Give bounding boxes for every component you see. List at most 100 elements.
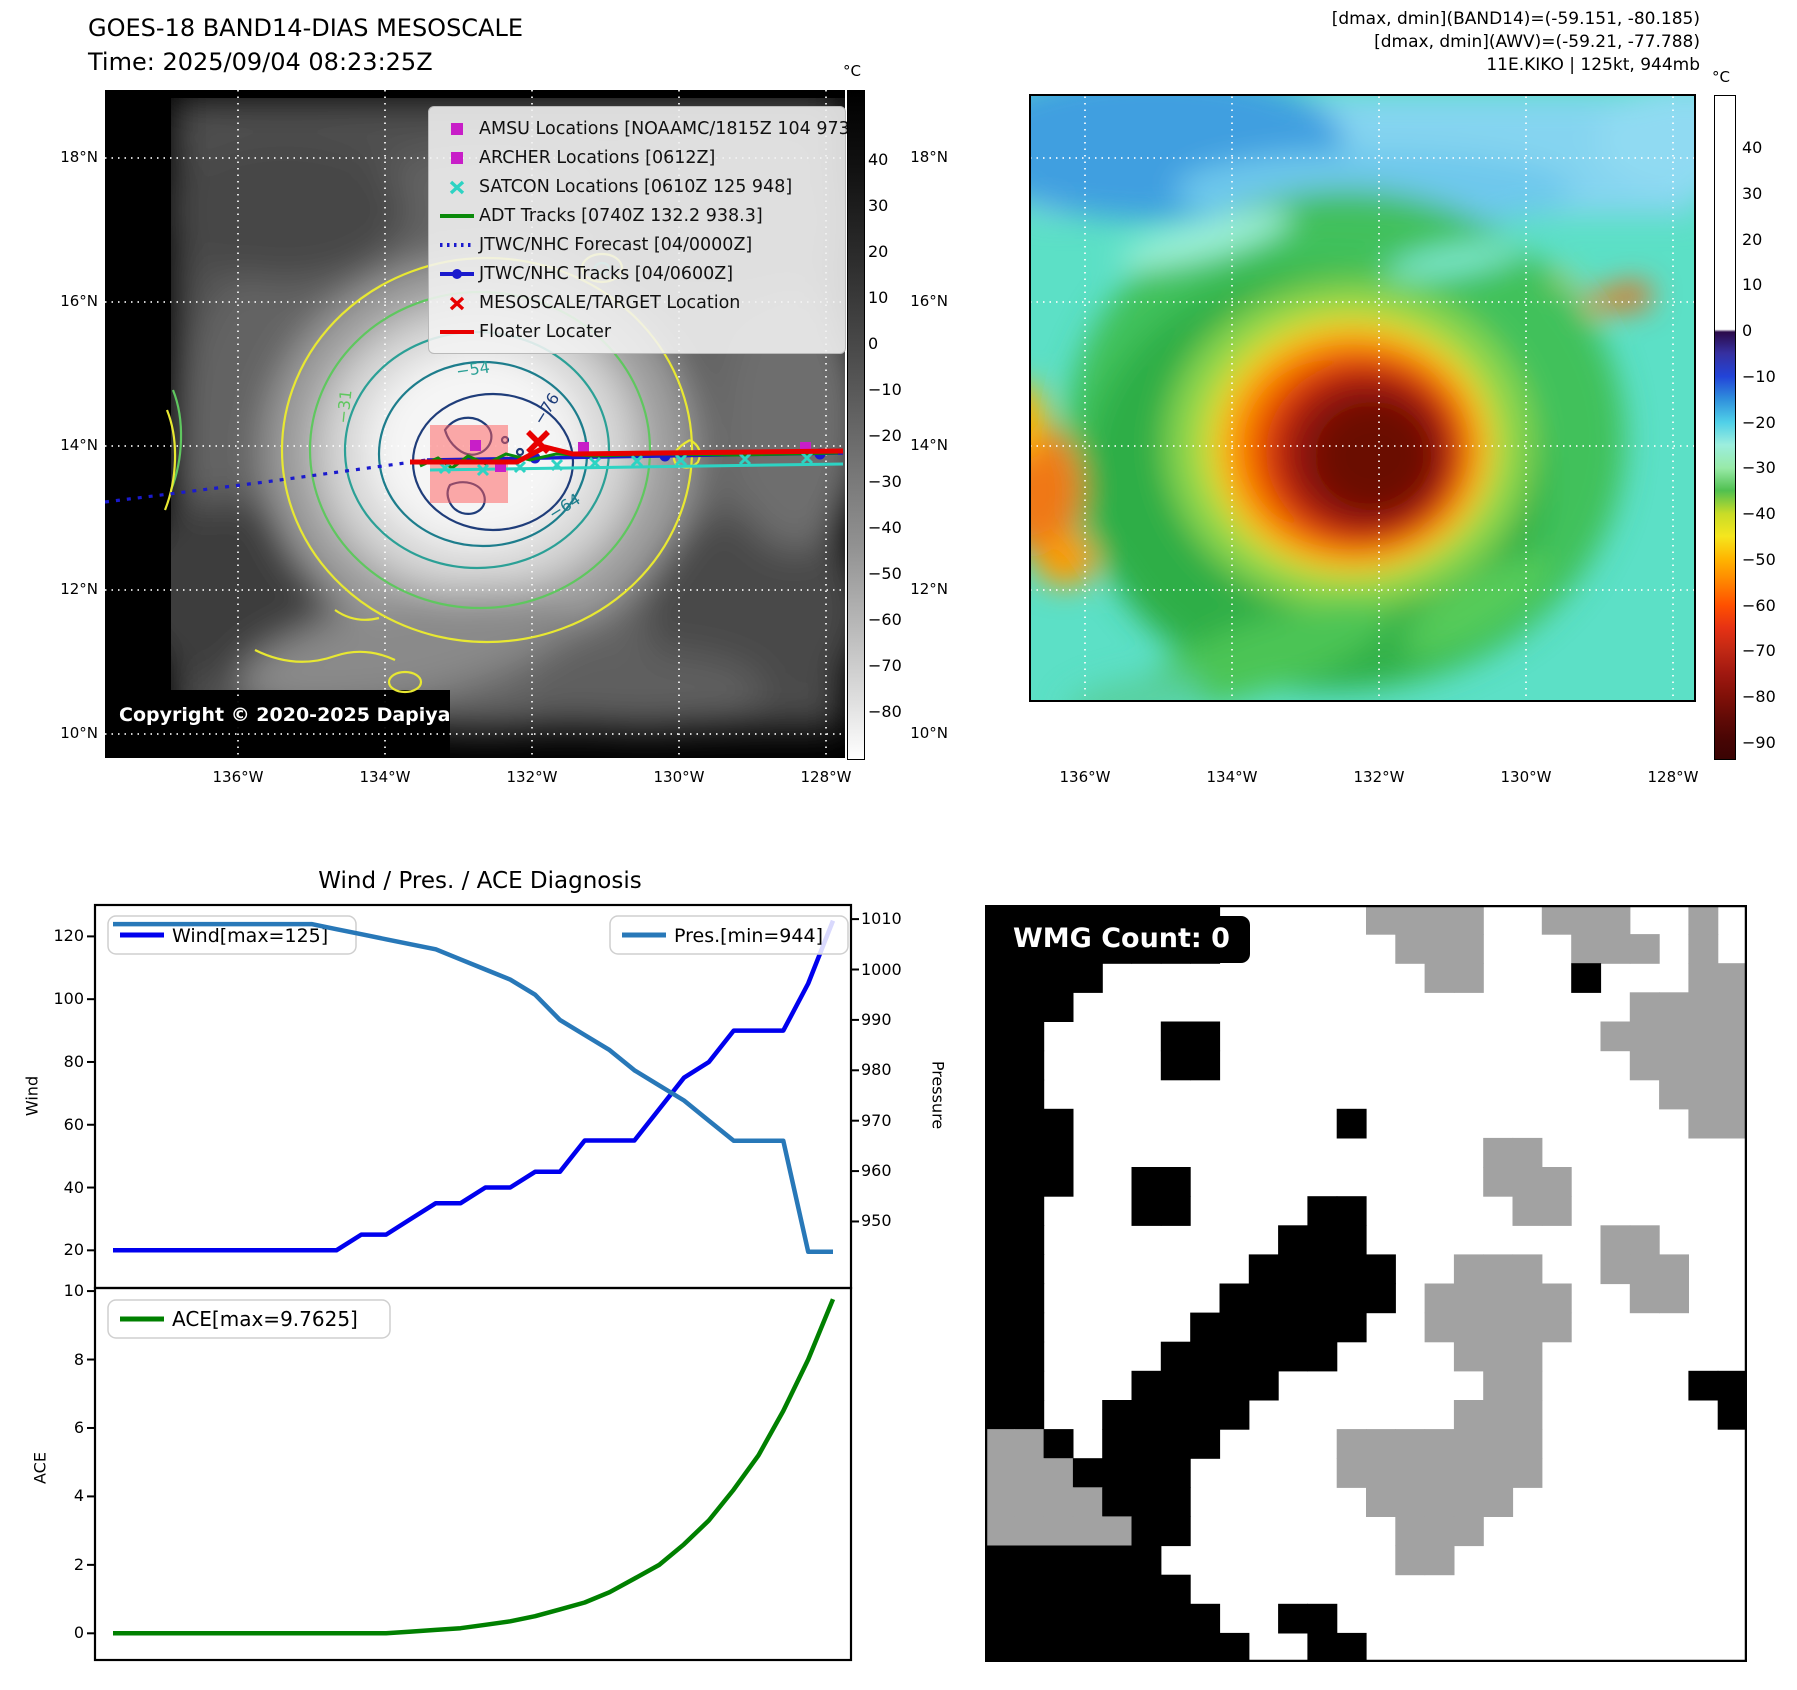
ace-tick: 0 [73,1623,84,1643]
panel-title: GOES-18 BAND14-DIAS MESOSCALE [88,14,524,42]
awv-colorbar-tick: −30 [1742,458,1776,478]
awv-lat-tick: 16°N [910,292,948,310]
band14-colorbar-tick: −10 [868,380,902,399]
band14-lat-tick: 14°N [60,436,98,454]
awv-colorbar-tick: −80 [1742,687,1776,707]
awv-lat-tick: 12°N [910,580,948,598]
band14-colorbar-tick: −50 [868,564,902,583]
graticule [1030,95,1695,701]
storm-tracks [105,430,844,504]
band14-lon-tick: 130°W [653,768,705,786]
legend-item-label: ADT Tracks [0740Z 132.2 938.3] [479,205,763,226]
awv-colorbar-tick: −50 [1742,549,1776,569]
awv-colorbar-tick: −10 [1742,366,1776,386]
awv-colorbar-tick: −60 [1742,595,1776,615]
linedot-marker-icon [435,265,479,283]
awv-lon-tick: 132°W [1353,768,1405,786]
legend-item-label: AMSU Locations [NOAAMC/1815Z 104 973] [479,118,857,139]
wind-tick: 40 [63,1177,84,1197]
pressure-tick: 990 [861,1009,892,1029]
contour-label-31: −31 [333,389,355,425]
wind-tick: 100 [53,989,84,1009]
awv-colorbar-tick: 0 [1742,321,1753,341]
wind-axis-title: Wind [22,1075,42,1117]
chart-frame [93,1286,853,1662]
band14-colorbar [847,90,865,760]
chart-legend-label: Pres.[min=944] [674,925,823,947]
chart-legend-label: ACE[max=9.7625] [172,1307,358,1331]
wind-tick: 60 [63,1114,84,1134]
awv-colorbar-tick: −70 [1742,641,1776,661]
chart-legend-label: Wind[max=125] [172,925,328,947]
line-marker-icon [435,323,479,341]
awv-lat-tick: 14°N [910,436,948,454]
pressure-tick: 980 [861,1060,892,1080]
band14-colorbar-unit: °C [843,62,861,80]
awv-colorbar-tick: 10 [1742,275,1763,295]
x-marker-icon [435,178,479,196]
pressure-axis-title: Pressure [928,1060,948,1130]
info-line-awv: [dmax, dmin](AWV)=(-59.21, -77.788) [1374,32,1700,52]
band14-lat-tick: 16°N [60,292,98,310]
ace-tick: 6 [73,1417,84,1437]
ace-line [113,1298,836,1636]
legend-item: AMSU Locations [NOAAMC/1815Z 104 973] [435,114,857,143]
band14-lon-tick: 132°W [506,768,558,786]
ace-tick: 2 [73,1554,84,1574]
legend-item-label: SATCON Locations [0610Z 125 948] [479,176,793,197]
awv-colorbar-tick: 40 [1742,138,1763,157]
chart-legend-box [107,1299,391,1339]
band14-lat-tick: 18°N [60,148,98,166]
pressure-tick: 1000 [861,959,902,979]
legend-item: JTWC/NHC Tracks [04/0600Z] [435,259,837,288]
square-marker-icon [435,120,479,138]
band14-lon-tick: 134°W [359,768,411,786]
pressure-tick: 1010 [861,909,902,929]
awv-lon-tick: 128°W [1647,768,1699,786]
x-marker-icon [435,294,479,312]
awv-colorbar [1714,95,1736,760]
pressure-line [113,921,833,1254]
amsu-archer-markers [470,440,811,472]
legend-item: Floater Locater [435,317,837,346]
wmg-grid-image [985,905,1747,1662]
awv-colorbar-tick: −90 [1742,733,1776,752]
legend-item-label: JTWC/NHC Forecast [04/0000Z] [479,234,753,255]
chart-title: Wind / Pres. / ACE Diagnosis [318,868,642,894]
wind-tick: 120 [53,926,84,946]
band14-colorbar-tick: −20 [868,426,902,445]
awv-colorbar-tick: −20 [1742,412,1776,432]
line-marker-icon [435,207,479,225]
legend-item-label: MESOSCALE/TARGET Location [479,292,741,313]
awv-colorbar-tick: −40 [1742,504,1776,524]
panel-time: Time: 2025/09/04 08:23:25Z [88,48,433,76]
awv-temperature-field [1030,95,1695,701]
awv-lon-tick: 130°W [1500,768,1552,786]
awv-lon-tick: 136°W [1059,768,1111,786]
legend-item-label: JTWC/NHC Tracks [04/0600Z] [479,263,734,284]
copyright-text: Copyright © 2020-2025 Dapiya [119,704,450,726]
ace-axis-title: ACE [30,1452,50,1484]
band14-lat-tick: 12°N [60,580,98,598]
pressure-tick: 960 [861,1161,892,1181]
awv-lat-tick: 18°N [910,148,948,166]
pressure-tick: 970 [861,1110,892,1130]
mesoscale-x-marker [526,430,550,454]
awv-lon-tick: 134°W [1206,768,1258,786]
wmg-count-badge: WMG Count: 0 [997,916,1250,963]
legend-item: ARCHER Locations [0612Z] [435,143,837,172]
info-line-band14: [dmax, dmin](BAND14)=(-59.151, -80.185) [1331,9,1700,29]
wind-tick: 80 [63,1051,84,1071]
info-block: [dmax, dmin](BAND14)=(-59.151, -80.185) … [1332,8,1700,77]
band14-lon-tick: 136°W [212,768,264,786]
band14-colorbar-tick: 10 [868,288,889,307]
pressure-tick: 950 [861,1211,892,1231]
band14-colorbar-tick: −70 [868,656,902,675]
band14-satellite-image: −54 −76 −64 −31 Copyright © 2020-2025 Da… [105,90,845,758]
chart-legend-box [609,915,849,955]
band14-colorbar-tick: −30 [868,472,902,491]
ace-tick: 4 [73,1486,84,1506]
legend-item-label: ARCHER Locations [0612Z] [479,147,716,168]
awv-colorbar-tick: 20 [1742,229,1763,249]
